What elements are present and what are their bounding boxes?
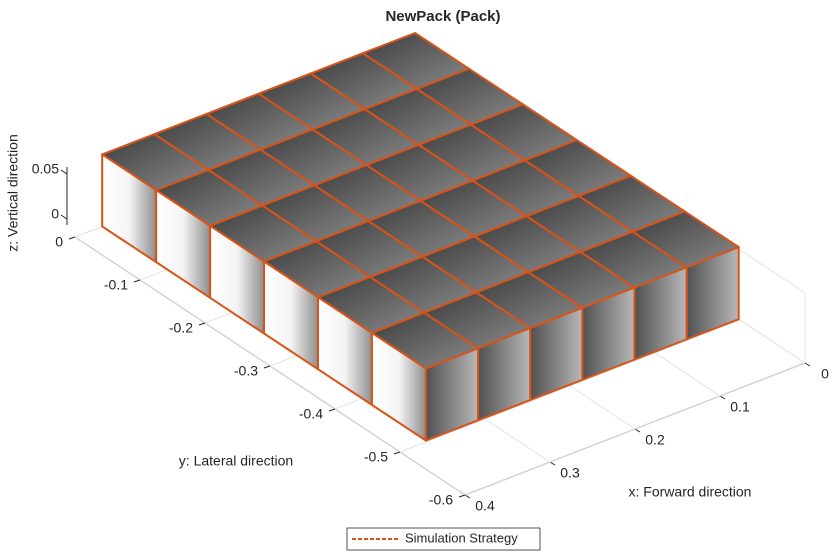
x-tick: [634, 428, 641, 433]
x-tick: [719, 395, 726, 400]
y-tick-label: -0.1: [104, 277, 128, 293]
y-tick-label: 0: [55, 234, 63, 250]
grid-line: [399, 319, 741, 453]
y-tick: [263, 365, 271, 369]
x-tick-label: 0.4: [475, 498, 495, 514]
y-tick: [68, 236, 76, 240]
x-tick-label: 0: [821, 366, 829, 382]
cells: [101, 32, 740, 442]
x-tick: [804, 362, 811, 367]
legend-label: Simulation Strategy: [405, 530, 518, 545]
chart-title: NewPack (Pack): [385, 8, 500, 25]
grid-line: [464, 362, 806, 496]
cell-face: [424, 347, 480, 442]
z-axis-label: z: Vertical direction: [5, 134, 21, 252]
z-tick: [60, 214, 68, 220]
y-tick: [133, 279, 141, 283]
x-tick: [549, 461, 556, 466]
y-tick-label: -0.2: [169, 320, 193, 336]
y-tick: [393, 451, 401, 455]
legend: Simulation Strategy: [346, 527, 541, 551]
y-tick: [328, 408, 336, 412]
z-tick-label: 0: [51, 206, 59, 222]
z-tick-label: 0.05: [32, 161, 59, 177]
y-tick-label: -0.5: [364, 449, 388, 465]
x-axis-label: x: Forward direction: [629, 484, 752, 500]
x-tick: [464, 494, 471, 499]
y-tick-label: -0.4: [299, 406, 323, 422]
x-tick-label: 0.3: [560, 465, 580, 481]
x-tick-label: 0.1: [730, 399, 750, 415]
y-tick: [458, 494, 466, 498]
y-tick-label: -0.3: [234, 363, 258, 379]
z-tick: [60, 169, 68, 175]
x-tick-label: 0.2: [645, 432, 665, 448]
legend-box: [346, 527, 541, 551]
y-tick: [198, 322, 206, 326]
y-tick-label: -0.6: [429, 492, 453, 508]
y-axis-label: y: Lateral direction: [179, 453, 293, 469]
